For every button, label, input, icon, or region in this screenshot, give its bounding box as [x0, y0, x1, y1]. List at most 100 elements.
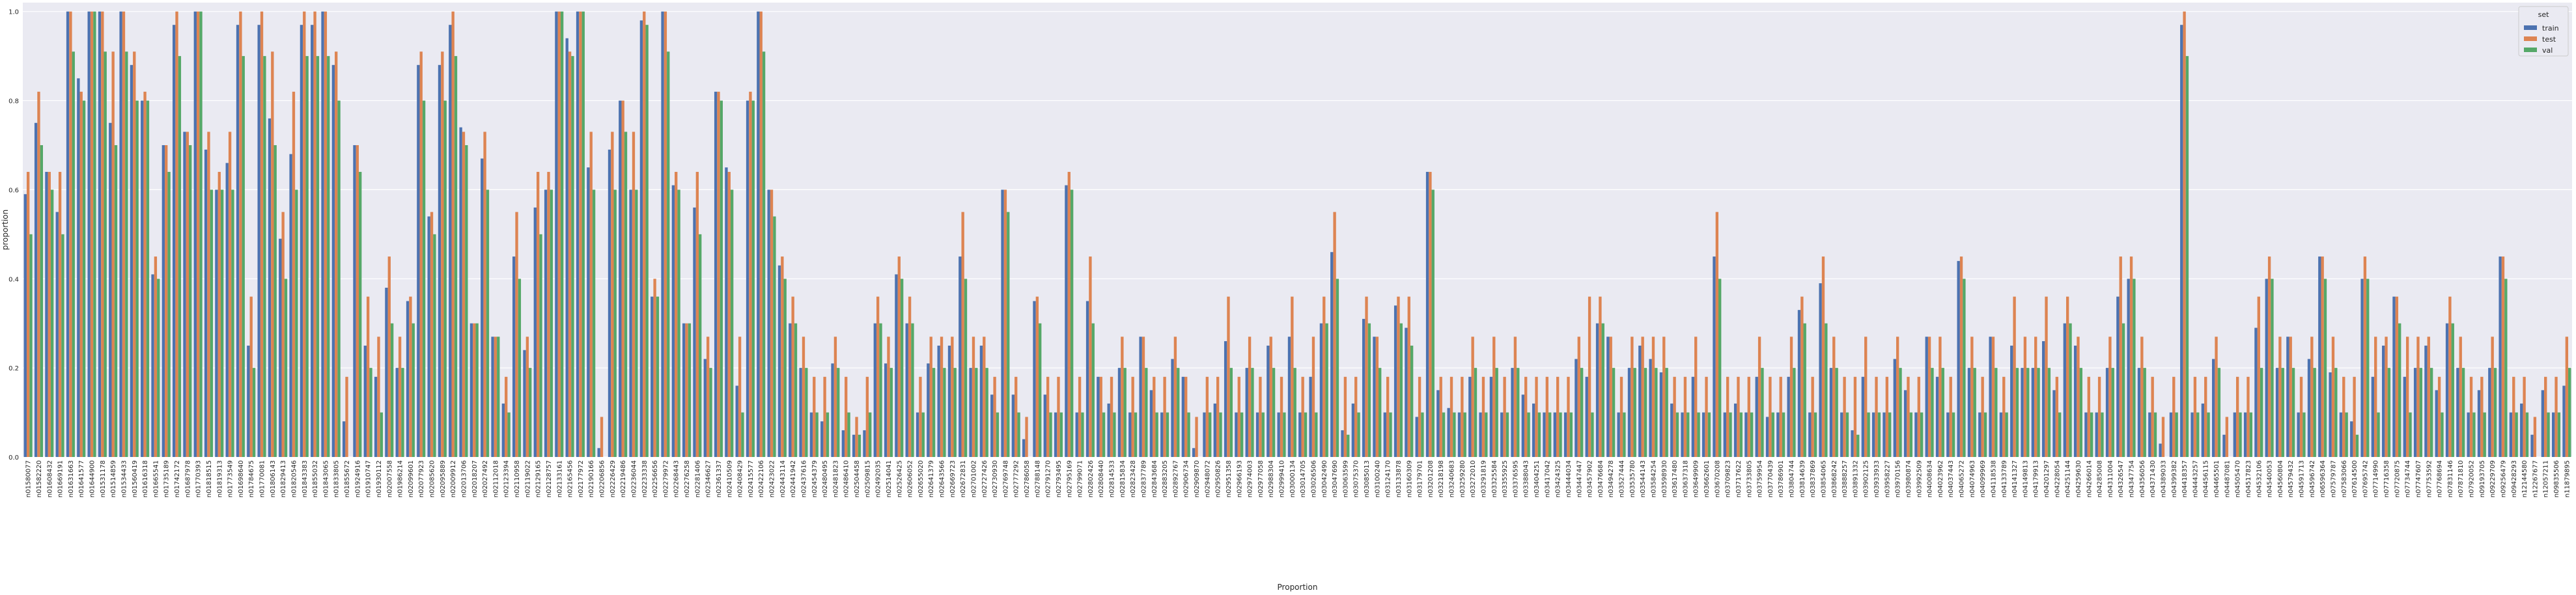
bar: [2395, 296, 2399, 457]
bar: [1782, 412, 1785, 457]
bar: [2387, 368, 2391, 457]
bar: [1765, 417, 1769, 457]
bar: [2488, 368, 2491, 457]
bar: [661, 11, 664, 457]
x-tick-label: n02966193: [1236, 460, 1243, 497]
bar: [1543, 412, 1546, 457]
x-tick-label: n02948072: [1204, 460, 1211, 497]
bar: [505, 376, 508, 457]
bar: [1981, 376, 1984, 457]
bar: [533, 207, 537, 457]
x-tick-label: n02346627: [705, 460, 712, 497]
bar: [1184, 376, 1188, 457]
x-tick-label: n01641577: [78, 460, 85, 497]
bar: [2175, 412, 2178, 457]
bar: [781, 256, 784, 457]
bar: [419, 51, 423, 457]
bar: [802, 337, 805, 457]
bar: [451, 11, 455, 457]
bar: [2140, 337, 2144, 457]
y-tick-label: 0.0: [8, 454, 19, 462]
bar: [98, 11, 102, 457]
x-tick-label: n03637318: [1682, 460, 1689, 497]
bar: [2095, 412, 2098, 457]
bar: [1421, 412, 1424, 457]
bar: [284, 279, 288, 457]
y-tick-label: 0.2: [8, 365, 19, 372]
bar: [1747, 376, 1750, 457]
bar: [1447, 408, 1450, 457]
bar: [2281, 368, 2284, 457]
x-tick-label: n07716358: [2383, 460, 2390, 497]
bar: [1970, 337, 1974, 457]
bar: [1556, 376, 1560, 457]
x-tick-label: n02701002: [970, 460, 977, 497]
x-tick-label: n04487081: [2224, 460, 2231, 497]
bar: [653, 279, 656, 457]
bar: [311, 25, 314, 457]
bar: [196, 11, 200, 457]
x-tick-label: n02009912: [450, 460, 457, 497]
bar: [2207, 412, 2210, 457]
bar: [629, 189, 632, 457]
bar: [2119, 256, 2122, 457]
bar: [119, 11, 122, 457]
bar: [746, 100, 749, 458]
bar: [770, 189, 774, 457]
bar: [767, 189, 770, 457]
x-tick-label: n02133161: [556, 460, 563, 497]
bar: [1177, 368, 1180, 457]
x-tick-label: n03649909: [1693, 460, 1700, 497]
bar: [1973, 368, 1976, 457]
bar: [1319, 323, 1323, 457]
x-tick-label: n02095889: [440, 460, 447, 497]
bar: [1153, 376, 1156, 457]
x-tick-label: n01924916: [354, 460, 361, 497]
bar: [2180, 25, 2183, 457]
bar: [2297, 412, 2300, 457]
bar: [252, 368, 256, 457]
bar: [2254, 327, 2258, 457]
bar: [699, 234, 702, 457]
bar: [1505, 412, 1509, 457]
bar: [2525, 412, 2529, 457]
bar: [975, 368, 978, 457]
bar: [1644, 368, 1647, 457]
bar: [335, 51, 338, 457]
bar: [1559, 412, 1562, 457]
bar: [2493, 368, 2497, 457]
x-tick-label: n12267677: [2532, 460, 2539, 497]
bar: [273, 145, 277, 457]
bar: [847, 412, 850, 457]
bar: [1825, 323, 1828, 457]
bar: [826, 412, 830, 457]
bar: [557, 11, 561, 457]
bar: [1670, 403, 1673, 457]
bar: [1989, 337, 1992, 457]
x-tick-label: n04065272: [1959, 460, 1966, 497]
bar: [2005, 412, 2008, 457]
x-tick-label: n01770393: [195, 460, 203, 497]
bar: [356, 145, 359, 457]
x-tick-label: n04201297: [2043, 460, 2051, 497]
bar: [1117, 368, 1121, 457]
bar: [664, 11, 667, 457]
x-tick-label: n03376595: [1512, 460, 1519, 497]
x-tick-label: n02514041: [886, 460, 893, 497]
x-tick-label: n04356056: [2139, 460, 2146, 497]
bar: [1171, 359, 1174, 457]
x-tick-label: n04251144: [2065, 460, 2072, 497]
bar: [1367, 323, 1371, 457]
bar: [1431, 189, 1435, 457]
bar: [1702, 412, 1705, 457]
bar: [741, 412, 744, 457]
x-tick-label: n03047690: [1332, 460, 1339, 497]
bar: [459, 127, 462, 457]
bar: [643, 11, 646, 457]
bar: [2303, 412, 2306, 457]
bar: [1017, 412, 1020, 457]
bar: [2267, 256, 2271, 457]
bar: [61, 234, 64, 457]
bar: [805, 368, 808, 457]
bar: [1436, 390, 1440, 457]
